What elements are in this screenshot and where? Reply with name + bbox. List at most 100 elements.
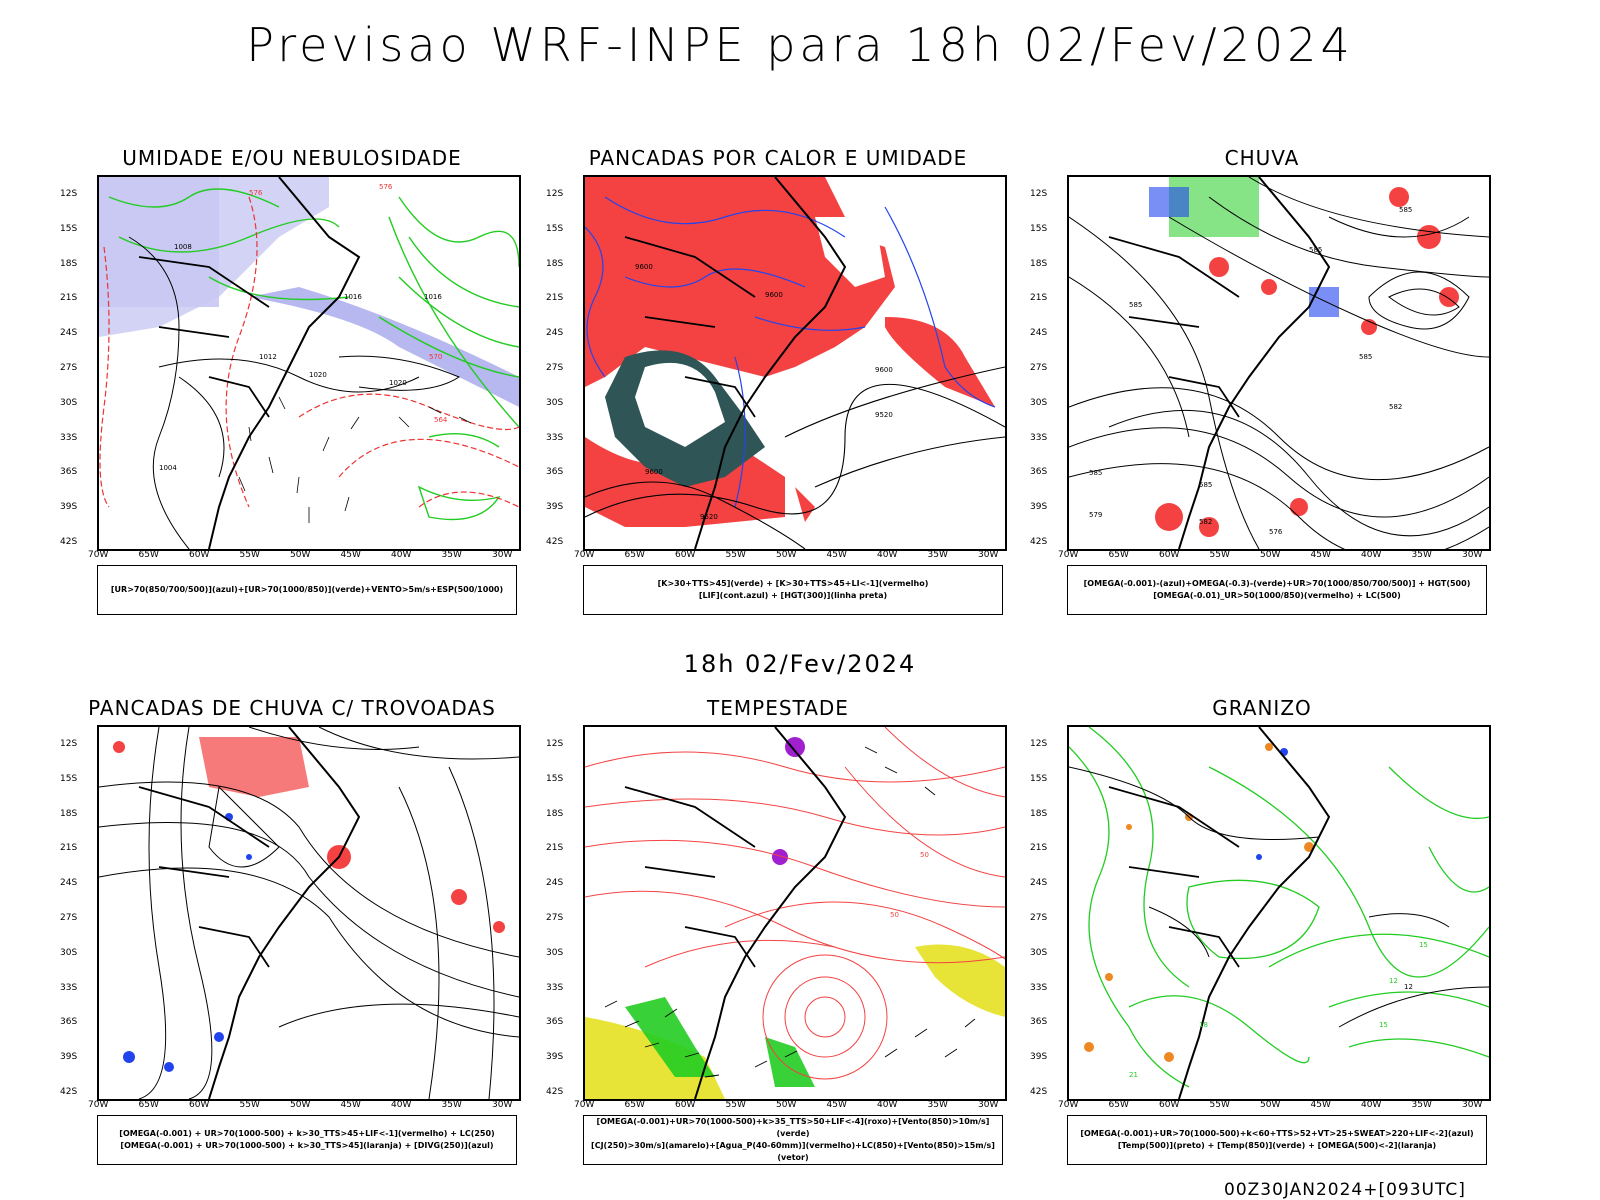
longitude-tick-label: 65W	[138, 1100, 159, 1110]
svg-text:1016: 1016	[344, 293, 362, 301]
longitude-tick-label: 45W	[340, 1100, 361, 1110]
svg-text:1004: 1004	[159, 464, 177, 472]
longitude-tick-label: 60W	[189, 550, 210, 560]
svg-text:21: 21	[1129, 1071, 1138, 1079]
longitude-tick-label: 50W	[1260, 1100, 1281, 1110]
longitude-tick-label: 50W	[776, 550, 797, 560]
longitude-tick-label: 40W	[391, 1100, 412, 1110]
longitude-tick-label: 45W	[826, 550, 847, 560]
latitude-tick-label: 18S	[1030, 808, 1048, 819]
latitude-tick-label: 39S	[1030, 1052, 1048, 1063]
panel-legend: [OMEGA(-0.001) + UR>70(1000-500) + k>30_…	[97, 1115, 517, 1165]
latitude-tick-label: 42S	[60, 1087, 78, 1097]
latitude-tick-label: 30S	[1030, 947, 1048, 958]
latitude-tick-label: 30S	[546, 397, 564, 408]
longitude-tick-label: 65W	[138, 550, 159, 560]
legend-line: [OMEGA(-0.001) + UR>70(1000-500) + k>30_…	[119, 1129, 495, 1138]
latitude-tick-label: 24S	[1030, 878, 1048, 889]
longitude-tick-label: 35W	[441, 1100, 462, 1110]
longitude-tick-label: 40W	[391, 550, 412, 560]
svg-text:585: 585	[1089, 469, 1102, 477]
longitude-tick-label: 30W	[492, 1100, 513, 1110]
longitude-tick-label: 55W	[1209, 1100, 1230, 1110]
latitude-tick-label: 21S	[1030, 293, 1048, 304]
forecast-map	[97, 725, 521, 1101]
longitude-tick-label: 45W	[1310, 550, 1331, 560]
svg-text:1012: 1012	[259, 353, 277, 361]
longitude-tick-label: 40W	[877, 550, 898, 560]
latitude-tick-label: 30S	[1030, 397, 1048, 408]
forecast-map: 50 50	[583, 725, 1007, 1101]
latitude-tick-label: 33S	[546, 982, 564, 993]
longitude-tick-label: 45W	[826, 1100, 847, 1110]
map-graphic: 15 12 15 21 18 12	[1069, 727, 1489, 1099]
latitude-tick-label: 18S	[546, 808, 564, 819]
latitude-tick-label: 39S	[60, 502, 78, 513]
latitude-tick-label: 18S	[546, 258, 564, 269]
svg-text:9600: 9600	[635, 263, 653, 271]
latitude-tick-label: 42S	[60, 537, 78, 547]
latitude-tick-label: 24S	[546, 878, 564, 889]
longitude-tick-label: 60W	[1159, 550, 1180, 560]
latitude-tick-label: 21S	[60, 843, 78, 854]
legend-line: [OMEGA(-0.001)-(azul)+OMEGA(-0.3)-(verde…	[1083, 579, 1471, 588]
panel-title: TEMPESTADE	[707, 696, 849, 720]
map-graphic: 50 50	[585, 727, 1005, 1099]
longitude-tick-label: 70W	[574, 1100, 595, 1110]
longitude-tick-label: 55W	[725, 1100, 746, 1110]
map-graphic: 1008 1016 1012 1020 1020 1004 1016 576 576 570…	[99, 177, 519, 549]
latitude-tick-label: 27S	[60, 363, 78, 373]
forecast-map: 1008 1016 1012 1020 1020 1004 1016 576 576 570…	[97, 175, 521, 551]
forecast-time-label: 18h 02/Fev/2024	[683, 650, 917, 678]
latitude-tick-label: 42S	[1030, 1087, 1048, 1097]
latitude-tick-label: 33S	[1030, 982, 1048, 993]
latitude-tick-label: 27S	[546, 913, 564, 923]
longitude-tick-label: 60W	[675, 1100, 696, 1110]
latitude-tick-label: 39S	[60, 1052, 78, 1063]
latitude-tick-label: 24S	[546, 328, 564, 339]
latitude-tick-label: 36S	[1030, 467, 1048, 478]
latitude-tick-label: 27S	[1030, 913, 1048, 923]
panel-legend: [OMEGA(-0.001)+UR>70(1000-500)+k>35_TTS>…	[583, 1115, 1003, 1165]
longitude-tick-label: 30W	[978, 1100, 999, 1110]
legend-line: [K>30+TTS>45](verde) + [K>30+TTS>45+LI<-…	[657, 579, 929, 588]
svg-text:18: 18	[1199, 1021, 1208, 1029]
latitude-tick-label: 15S	[546, 223, 564, 234]
svg-text:585: 585	[1359, 353, 1372, 361]
latitude-tick-label: 18S	[60, 258, 78, 269]
longitude-tick-label: 50W	[290, 550, 311, 560]
panel-title: PANCADAS DE CHUVA C/ TROVOADAS	[88, 696, 496, 720]
latitude-tick-label: 42S	[546, 537, 564, 547]
svg-text:1008: 1008	[174, 243, 192, 251]
longitude-tick-label: 40W	[877, 1100, 898, 1110]
latitude-tick-label: 21S	[546, 293, 564, 304]
longitude-tick-label: 65W	[624, 550, 645, 560]
panel-title: CHUVA	[1224, 146, 1300, 170]
panel-title: GRANIZO	[1212, 696, 1312, 720]
svg-text:585: 585	[1129, 301, 1142, 309]
longitude-tick-label: 30W	[1462, 1100, 1483, 1110]
latitude-tick-label: 33S	[60, 982, 78, 993]
longitude-tick-label: 60W	[189, 1100, 210, 1110]
longitude-tick-label: 70W	[88, 550, 109, 560]
latitude-tick-label: 36S	[546, 1017, 564, 1028]
longitude-tick-label: 70W	[88, 1100, 109, 1110]
latitude-tick-label: 39S	[1030, 502, 1048, 513]
latitude-tick-label: 36S	[546, 467, 564, 478]
legend-line: [OMEGA(-0.001) + UR>70(1000-500) + k>30_…	[120, 1141, 494, 1150]
latitude-tick-label: 12S	[1030, 739, 1048, 749]
longitude-tick-label: 70W	[1058, 550, 1079, 560]
longitude-tick-label: 30W	[978, 550, 999, 560]
longitude-tick-label: 55W	[1209, 550, 1230, 560]
legend-line: [LIF](cont.azul) + [HGT(300)](linha pret…	[698, 591, 888, 600]
longitude-tick-label: 70W	[1058, 1100, 1079, 1110]
latitude-tick-label: 42S	[546, 1087, 564, 1097]
latitude-tick-label: 12S	[546, 739, 564, 749]
latitude-tick-label: 33S	[60, 432, 78, 443]
svg-text:576: 576	[379, 183, 393, 191]
longitude-tick-label: 65W	[1108, 550, 1129, 560]
legend-line: [OMEGA(-0.001)+UR>70(1000-500)+k>35_TTS>…	[596, 1117, 990, 1138]
latitude-tick-label: 15S	[60, 773, 78, 784]
longitude-tick-label: 35W	[927, 1100, 948, 1110]
forecast-map: 585 585 585 585 582 585 585 579 582 576	[1067, 175, 1491, 551]
